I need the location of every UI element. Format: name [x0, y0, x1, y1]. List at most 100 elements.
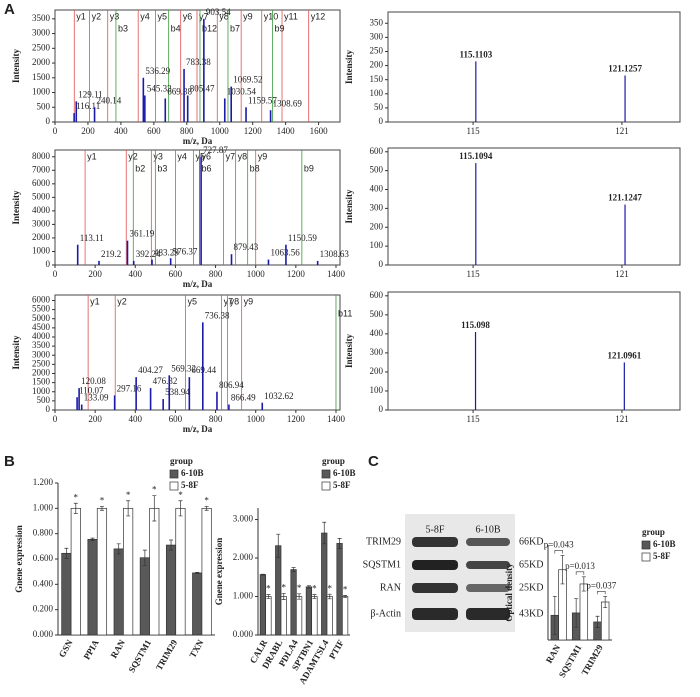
- y-tick-label: 8000: [32, 151, 51, 161]
- y-tick-label: 100: [370, 88, 384, 98]
- error-bar: [116, 543, 121, 555]
- panel-label: C: [368, 453, 379, 470]
- x-axis-label: m/z, Da: [183, 424, 213, 434]
- x-tick-label: TRIM29: [154, 638, 180, 672]
- ion-label: y6: [202, 151, 212, 161]
- peak-label: 1159.57: [248, 95, 277, 105]
- peak-label: 536.29: [145, 66, 170, 76]
- peak-label: 361.19: [129, 229, 154, 239]
- bar: [290, 569, 297, 636]
- bar: [139, 557, 150, 636]
- y-axis-label: Intensity: [11, 335, 21, 370]
- significance: *: [266, 584, 271, 594]
- error-bar: [281, 593, 286, 600]
- band: [412, 608, 458, 620]
- peak-label: 219.2: [101, 249, 121, 259]
- peak-label: 576.37: [173, 246, 198, 256]
- significance: *: [312, 584, 317, 594]
- band: [466, 608, 510, 620]
- y-axis-label: Intensity: [344, 189, 354, 224]
- y-tick-label: 4000: [32, 331, 51, 341]
- y-tick-label: 1.000: [33, 502, 54, 512]
- x-tick-label: 400: [114, 126, 128, 136]
- x-axis-label: m/z, Da: [183, 136, 213, 146]
- panel-label: A: [4, 1, 15, 18]
- band: [412, 583, 458, 593]
- error-bar: [322, 521, 327, 545]
- significance: *: [126, 490, 131, 500]
- significance: *: [328, 583, 333, 593]
- ion-label: b9: [304, 163, 314, 173]
- y-tick-label: 1000: [32, 386, 51, 396]
- peak-label: 116.11: [76, 101, 100, 111]
- y-axis-label: Optical density: [504, 563, 514, 622]
- legend-swatch: [169, 481, 179, 491]
- error-bar: [291, 567, 296, 572]
- peak-label: 113.11: [80, 233, 104, 243]
- ion-label: y5: [195, 151, 205, 161]
- x-tick-label: 1400: [277, 126, 296, 136]
- y-tick-label: 4000: [32, 205, 51, 215]
- ion-label: y5: [157, 11, 167, 21]
- error-bar: [560, 555, 565, 585]
- bar: [175, 507, 186, 636]
- y-tick-label: 0.000: [233, 629, 254, 639]
- significance: *: [178, 490, 183, 500]
- bar: [326, 596, 333, 636]
- bar: [259, 574, 267, 636]
- peak-label: 121.0961: [607, 350, 641, 360]
- y-tick-label: 5000: [32, 191, 51, 201]
- x-tick-label: 200: [88, 414, 102, 424]
- x-tick-label: 1600: [310, 126, 329, 136]
- legend-swatch: [169, 469, 179, 479]
- y-tick-label: 100: [370, 240, 384, 250]
- x-tick-label: 121: [615, 414, 629, 424]
- protein-label: TRIM29: [366, 536, 401, 547]
- error-bar: [152, 495, 157, 522]
- ion-label: b3: [157, 163, 167, 173]
- panel-label: B: [4, 453, 15, 470]
- plot-frame: [387, 291, 681, 411]
- x-tick-label: 200: [88, 269, 102, 279]
- peak-label: 121.1257: [608, 64, 642, 74]
- bar: [336, 543, 343, 636]
- y-tick-label: 5500: [32, 304, 51, 314]
- ion-label: y1: [90, 296, 100, 306]
- ion-label: b8: [250, 163, 260, 173]
- x-tick-label: 0: [53, 126, 58, 136]
- size-label: 43KD: [519, 608, 543, 619]
- y-tick-label: 1000: [32, 246, 51, 256]
- size-label: 25KD: [519, 582, 543, 593]
- x-tick-label: 800: [209, 414, 223, 424]
- error-bar: [266, 594, 271, 599]
- bar: [123, 507, 134, 636]
- ion-label: b2: [135, 163, 145, 173]
- ion-label: y4: [177, 151, 187, 161]
- x-tick-label: TXN: [187, 638, 205, 660]
- x-tick-label: 600: [169, 414, 183, 424]
- legend-title: group: [322, 456, 345, 466]
- y-tick-label: 7000: [32, 164, 51, 174]
- y-tick-label: 0.400: [33, 578, 54, 588]
- y-tick-label: 5000: [32, 313, 51, 323]
- legend-label: 6-10B: [181, 468, 204, 478]
- y-tick-label: 100: [370, 385, 384, 395]
- y-tick-label: 400: [370, 328, 384, 338]
- bar: [96, 507, 108, 636]
- y-tick-label: 1000: [32, 87, 51, 97]
- y-tick-label: 200: [370, 366, 384, 376]
- bar: [305, 586, 313, 636]
- peak-label: 1030.54: [227, 86, 257, 96]
- peak-label: 129.11: [78, 89, 102, 99]
- y-tick-label: 3000: [32, 218, 51, 228]
- peak-label: 1308.63: [320, 249, 350, 259]
- peak-label: 866.49: [231, 393, 256, 403]
- y-axis-label: Intensity: [344, 50, 354, 85]
- peak-label: 669.38: [167, 86, 192, 96]
- legend-swatch: [321, 469, 331, 479]
- ion-label: b6: [202, 163, 212, 173]
- ion-label: y2: [117, 296, 127, 306]
- ion-label: y7: [226, 151, 236, 161]
- ion-label: y5: [187, 296, 197, 306]
- x-tick-label: 121: [615, 269, 629, 279]
